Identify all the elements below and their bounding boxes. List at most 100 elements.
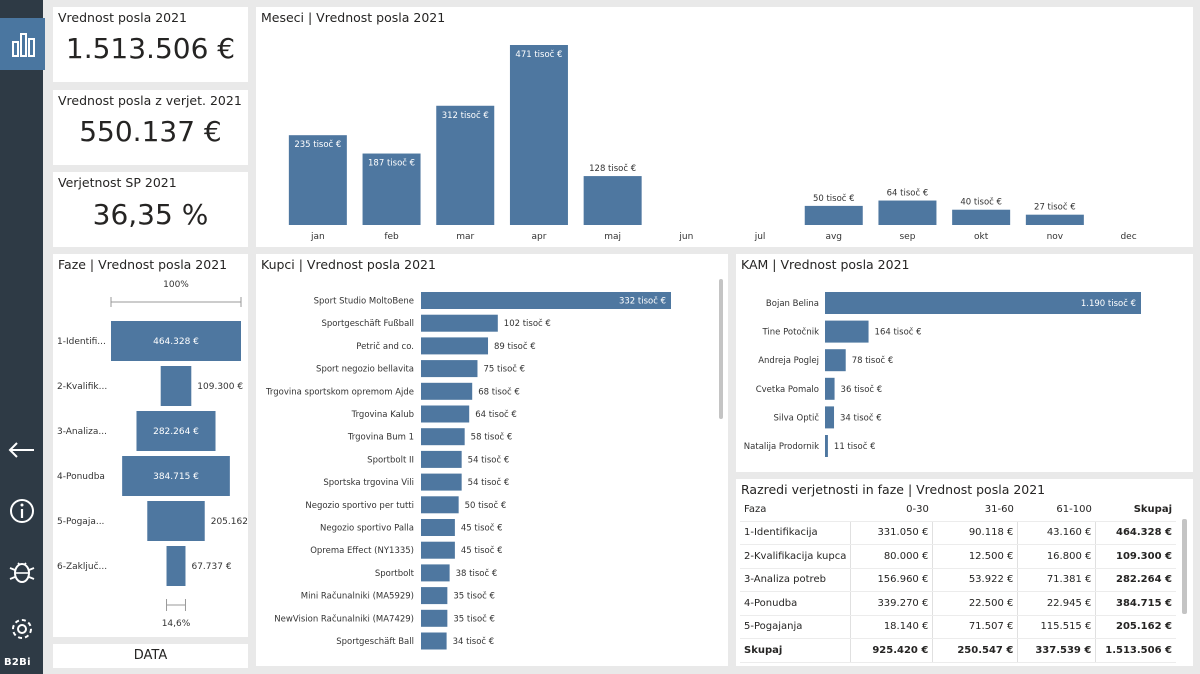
data-label: 40 tisoč €	[960, 197, 1002, 208]
month-bar	[1025, 214, 1084, 225]
data-label: 89 tisoč €	[494, 341, 536, 352]
data-label: 54 tisoč €	[468, 454, 510, 465]
data-label: 45 tisoč €	[461, 523, 503, 534]
sidebar-report-button[interactable]	[0, 18, 45, 70]
category-label: Cvetka Pomalo	[756, 385, 819, 395]
chart-title: KAM | Vrednost posla 2021	[741, 257, 910, 272]
gear-icon[interactable]	[6, 613, 38, 645]
header-cell[interactable]: 31-60	[932, 499, 1018, 522]
kpi-title: Verjetnost SP 2021	[58, 175, 177, 190]
data-label: 35 tisoč €	[453, 613, 495, 624]
category-label: Sportbolt	[375, 569, 415, 579]
data-button[interactable]: DATA	[53, 644, 248, 668]
hbar	[421, 450, 462, 468]
cell: 2-Kvalifikacija kupca	[740, 544, 851, 569]
header-cell[interactable]: Faza	[740, 499, 851, 522]
category-label: Sport Studio MoltoBene	[314, 297, 414, 307]
category-label: Andreja Poglej	[758, 356, 819, 366]
cell: 384.715 €	[1095, 591, 1176, 616]
cell: 331.050 €	[850, 521, 933, 545]
kpi-card-value: Vrednost posla 2021 1.513.506 €	[53, 7, 248, 82]
funnel-top-percent: 100%	[163, 280, 189, 290]
category-label: Natalija Prodornik	[744, 442, 819, 452]
kpi-card-weighted: Vrednost posla z verjet. 2021 550.137 €	[53, 90, 248, 165]
table-header: Faza 0-30 31-60 61-100 Skupaj	[740, 499, 1176, 522]
category-label: Sportgeschäft Ball	[336, 637, 414, 647]
category-label: Silva Optič	[773, 412, 819, 423]
funnel-value-label: 109.300 €	[197, 382, 243, 392]
funnel-stage-label: 2-Kvalifik...	[57, 382, 107, 392]
data-label: 38 tisoč €	[456, 568, 498, 579]
data-label: 36 tisoč €	[841, 384, 883, 395]
x-tick-label: jun	[678, 232, 693, 242]
hbar	[825, 349, 846, 372]
kam-chart-card: KAM | Vrednost posla 2021 Bojan Belina 1.…	[736, 254, 1193, 472]
months-chart-card: Meseci | Vrednost posla 2021 235 tisoč €…	[256, 7, 1193, 247]
data-label: 64 tisoč €	[887, 188, 929, 199]
info-icon[interactable]	[6, 495, 38, 527]
hbar	[421, 292, 671, 309]
arrow-left-icon[interactable]	[6, 434, 38, 466]
funnel-value-label: 464.328 €	[153, 337, 199, 347]
category-label: Trgovina sportskom opremom Ajde	[265, 387, 414, 397]
scrollbar[interactable]	[719, 279, 723, 419]
cell: 71.507 €	[932, 615, 1018, 639]
kam-chart: Bojan Belina 1.190 tisoč € Tine Potočnik 16…	[744, 292, 1141, 457]
scrollbar[interactable]	[1182, 519, 1187, 614]
kpi-value: 36,35 %	[92, 198, 209, 231]
data-label: 78 tisoč €	[852, 355, 894, 366]
x-tick-label: sep	[899, 232, 915, 242]
chart-title: Kupci | Vrednost posla 2021	[261, 257, 436, 272]
funnel-stage-label: 1-Identifi...	[57, 337, 106, 347]
brand-logo: B2Bi	[4, 657, 31, 668]
data-label: 50 tisoč €	[465, 500, 507, 511]
funnel-value-label: 205.162 €	[211, 517, 248, 527]
funnel-value-label: 282.264 €	[153, 427, 199, 437]
hbar	[421, 337, 489, 355]
cell: Skupaj	[740, 638, 851, 663]
header-cell[interactable]: Skupaj	[1095, 499, 1176, 522]
table-row: 5-Pogajanja 18.140 € 71.507 € 115.515 € …	[740, 615, 1176, 639]
header-cell[interactable]: 0-30	[850, 499, 933, 522]
funnel-bar	[136, 411, 216, 451]
cell: 16.800 €	[1017, 544, 1096, 569]
x-tick-label: nov	[1047, 232, 1064, 242]
month-bar	[362, 153, 421, 225]
cell: 90.118 €	[932, 521, 1018, 545]
data-label: 34 tisoč €	[840, 412, 882, 423]
sidebar: B2Bi	[0, 0, 45, 674]
x-tick-label: maj	[604, 232, 621, 242]
data-label: 11 tisoč €	[834, 441, 876, 452]
category-label: Trgovina Bum 1	[347, 433, 414, 443]
hbar	[421, 428, 465, 446]
cell: 1-Identifikacija	[740, 521, 851, 545]
funnel-stage-label: 6-Zaključ...	[57, 561, 107, 572]
chart-title: Meseci | Vrednost posla 2021	[261, 10, 446, 25]
cell: 925.420 €	[850, 638, 933, 663]
month-bar	[288, 135, 347, 225]
funnel-bar	[160, 366, 192, 406]
data-label: 312 tisoč €	[442, 110, 489, 121]
cell: 18.140 €	[850, 615, 933, 639]
cell: 1.513.506 €	[1095, 638, 1176, 663]
matrix-title: Razredi verjetnosti in faze | Vrednost p…	[741, 482, 1046, 497]
cell: 464.328 €	[1095, 521, 1176, 545]
month-bar	[952, 209, 1011, 225]
hbar	[421, 609, 448, 627]
cell: 12.500 €	[932, 544, 1018, 569]
category-label: Negozio sportivo Palla	[320, 524, 414, 534]
funnel-chart: 100% 1-Identifi... 464.328 € 2-Kvalifik... 1…	[57, 280, 248, 629]
data-label: 128 tisoč €	[589, 163, 636, 174]
x-tick-label: apr	[531, 232, 546, 242]
header-cell[interactable]: 61-100	[1017, 499, 1096, 522]
bug-icon[interactable]	[6, 555, 38, 587]
x-tick-label: jul	[754, 232, 766, 242]
hbar	[421, 473, 462, 491]
cell: 22.945 €	[1017, 591, 1096, 616]
matrix-table: Faza 0-30 31-60 61-100 Skupaj 1-Identifi…	[740, 499, 1176, 663]
x-tick-label: mar	[456, 232, 474, 242]
cell: 205.162 €	[1095, 615, 1176, 639]
data-label: 332 tisoč €	[619, 296, 666, 307]
data-label: 75 tisoč €	[483, 364, 525, 375]
data-label: 27 tisoč €	[1034, 202, 1076, 213]
